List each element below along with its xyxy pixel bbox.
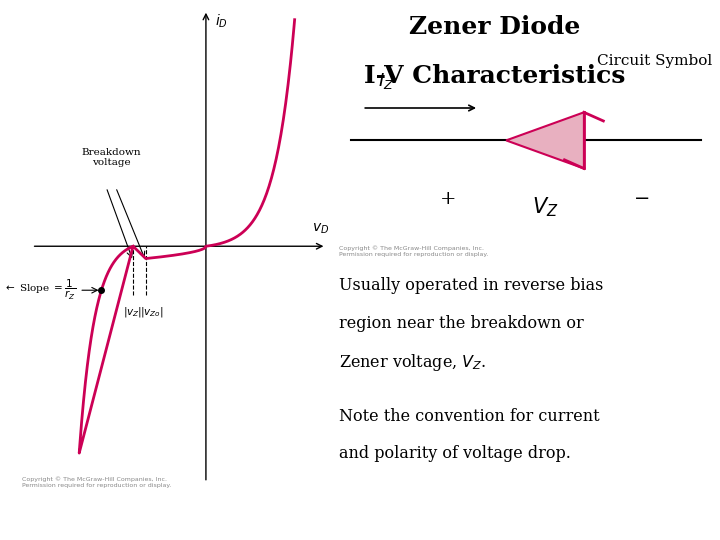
- Text: $v_D$: $v_D$: [312, 222, 330, 237]
- Text: McGraw-Hill: McGraw-Hill: [315, 521, 405, 535]
- Text: Note the convention for current: Note the convention for current: [339, 408, 600, 425]
- Text: Circuit Symbol: Circuit Symbol: [597, 54, 712, 68]
- Text: Copyright © The McGraw-Hill Companies, Inc.
Permission required for reproduction: Copyright © The McGraw-Hill Companies, I…: [339, 246, 488, 257]
- Text: Microelectronics, 4e: Microelectronics, 4e: [287, 502, 433, 516]
- Polygon shape: [506, 112, 584, 168]
- Text: and polarity of voltage drop.: and polarity of voltage drop.: [339, 445, 571, 462]
- Text: +: +: [440, 190, 456, 208]
- Text: region near the breakdown or: region near the breakdown or: [339, 315, 584, 332]
- Text: I-V Characteristics: I-V Characteristics: [364, 64, 626, 88]
- Text: Zener Diode: Zener Diode: [409, 15, 581, 39]
- Text: Zener voltage, $V_Z$.: Zener voltage, $V_Z$.: [339, 352, 487, 373]
- Text: $\leftarrow$ Slope $= \dfrac{1}{r_Z}$: $\leftarrow$ Slope $= \dfrac{1}{r_Z}$: [3, 278, 76, 302]
- Text: $i_D$: $i_D$: [215, 12, 228, 30]
- Text: $V_Z$: $V_Z$: [532, 195, 558, 219]
- Text: Copyright © The McGraw-Hill Companies, Inc.
Permission required for reproduction: Copyright © The McGraw-Hill Companies, I…: [22, 476, 171, 488]
- Text: $|v_Z|$: $|v_Z|$: [123, 305, 143, 319]
- Text: $|v_{Zo}|$: $|v_{Zo}|$: [140, 305, 164, 319]
- Text: $I_Z$: $I_Z$: [378, 71, 394, 91]
- Text: −: −: [634, 190, 650, 208]
- Text: Usually operated in reverse bias: Usually operated in reverse bias: [339, 278, 603, 294]
- Text: Chapter 1-43: Chapter 1-43: [606, 507, 698, 521]
- Text: Neamen: Neamen: [22, 507, 81, 521]
- Text: Breakdown
voltage: Breakdown voltage: [81, 148, 140, 167]
